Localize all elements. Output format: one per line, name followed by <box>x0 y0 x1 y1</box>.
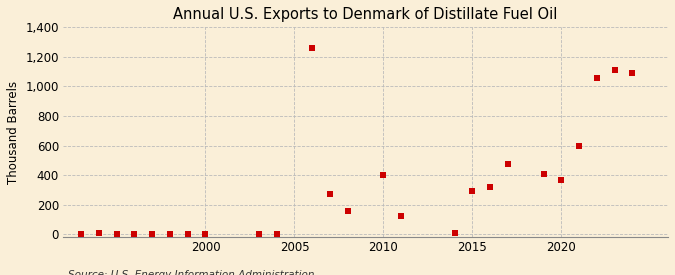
Point <box>200 232 211 236</box>
Point <box>111 232 122 236</box>
Point <box>325 191 335 196</box>
Point <box>449 231 460 236</box>
Point <box>307 46 318 50</box>
Point <box>182 232 193 236</box>
Point <box>342 208 353 213</box>
Point <box>378 173 389 177</box>
Point <box>271 232 282 236</box>
Point <box>503 162 514 166</box>
Point <box>485 185 495 189</box>
Point <box>146 232 157 236</box>
Point <box>129 231 140 236</box>
Point <box>610 68 620 72</box>
Point <box>627 71 638 75</box>
Point <box>591 75 602 80</box>
Point <box>76 232 86 236</box>
Point <box>538 171 549 176</box>
Point <box>574 143 585 148</box>
Point <box>396 213 406 218</box>
Y-axis label: Thousand Barrels: Thousand Barrels <box>7 81 20 184</box>
Title: Annual U.S. Exports to Denmark of Distillate Fuel Oil: Annual U.S. Exports to Denmark of Distil… <box>173 7 558 22</box>
Text: Source: U.S. Energy Information Administration: Source: U.S. Energy Information Administ… <box>68 271 314 275</box>
Point <box>467 188 478 193</box>
Point <box>165 232 176 236</box>
Point <box>254 232 265 236</box>
Point <box>93 231 104 236</box>
Point <box>556 177 567 182</box>
